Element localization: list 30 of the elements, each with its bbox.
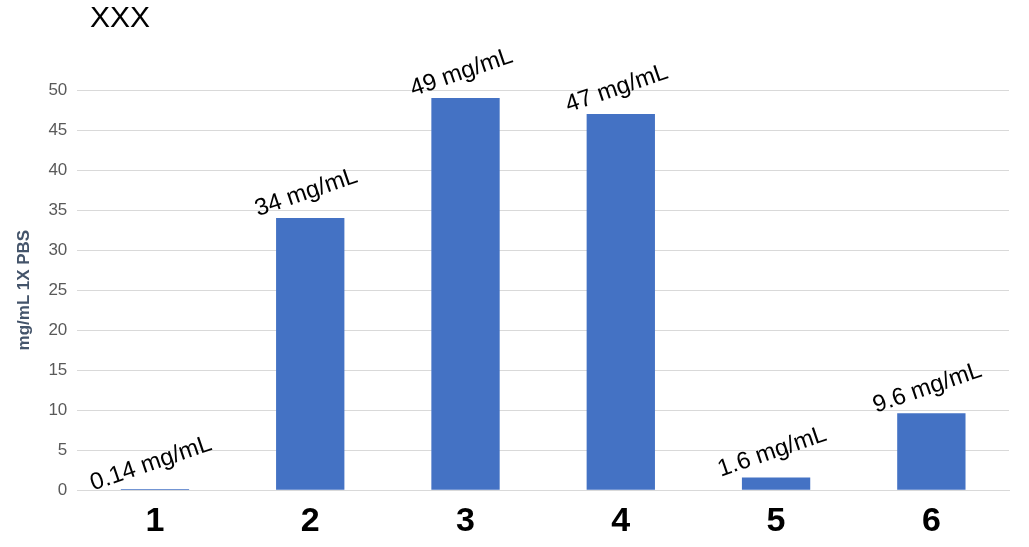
x-tick-label: 2 [300,499,320,538]
data-label: 34 mg/mL [250,160,361,221]
bar [276,218,345,490]
data-label: 1.6 mg/mL [713,419,830,482]
y-tick-label: 15 [48,359,68,379]
y-axis-title: mg/mL 1X PBS [13,229,33,351]
y-tick-label: 25 [48,279,68,299]
y-tick-label: 50 [48,79,68,99]
y-tick-label: 5 [57,439,68,459]
x-tick-label: 4 [611,499,631,538]
y-tick-label: 30 [48,239,68,259]
chart-title: XXX [90,0,151,34]
y-tick-label: 40 [48,159,68,179]
data-label: 47 mg/mL [561,56,672,117]
x-tick-label: 5 [766,499,786,538]
bar [586,114,655,490]
y-tick-label: 20 [48,319,68,339]
bar [741,477,811,490]
x-tick-label: 6 [921,499,941,538]
x-tick-label: 3 [456,499,475,538]
y-tick-label: 35 [48,199,68,219]
bar [897,413,966,490]
data-label: 49 mg/mL [406,40,516,101]
y-tick-label: 45 [48,119,68,139]
y-tick-label: 10 [48,399,68,419]
data-label: 9.6 mg/mL [868,355,985,418]
x-tick-label: 1 [145,499,165,538]
y-tick-label: 0 [57,479,68,499]
bar [431,98,500,490]
data-label: 0.14 mg/mL [86,428,215,496]
